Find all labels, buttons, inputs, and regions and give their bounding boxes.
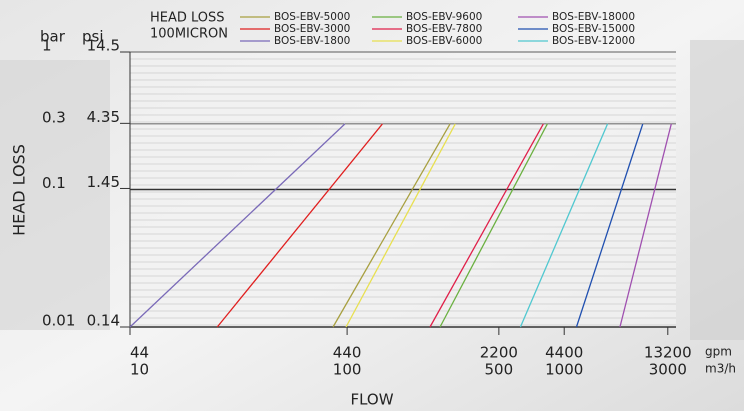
series-line [332,123,451,328]
series-line [345,123,456,328]
legend-label: BOS-EBV-6000 [406,35,482,47]
y2-tick-label: 0.14 [87,312,120,330]
legend-label: BOS-EBV-7800 [406,23,482,35]
x2-tick-label: 3000 [649,361,687,379]
y-unit: bar [40,28,66,46]
x2-tick-label: 500 [485,361,514,379]
background-shape [690,40,744,340]
y2-unit: psi [82,28,104,46]
y-tick-label: 0.3 [42,108,66,126]
series-line [129,123,346,328]
legend-label: BOS-EBV-12000 [552,35,635,47]
x2-tick-label: 100 [333,361,362,379]
y2-tick-label: 14.5 [87,37,120,55]
y2-tick-label: 1.45 [87,173,120,191]
legend-label: BOS-EBV-3000 [274,23,350,35]
series-line [216,123,383,328]
x-axis-title: FLOW [350,391,393,409]
x-tick-label: 440 [333,344,362,362]
y-tick-label: 0.1 [42,174,66,192]
x-tick-label: 13200 [644,344,692,362]
y2-tick-label: 4.35 [87,108,120,126]
x2-unit: m3/h [705,362,736,376]
series-line [575,123,644,328]
x-tick-label: 2200 [480,344,518,362]
y-axis-title: HEAD LOSS [10,144,29,236]
legend-title: HEAD LOSS [150,11,225,26]
legend-title: 100MICRON [150,27,228,42]
legend-label: BOS-EBV-1800 [274,35,350,47]
legend-label: BOS-EBV-9600 [406,11,482,23]
legend-label: BOS-EBV-15000 [552,23,635,35]
series-line [519,123,609,328]
series-line [429,123,544,328]
series-line [619,123,672,328]
legend-label: BOS-EBV-5000 [274,11,350,23]
x-tick-label: 44 [130,344,149,362]
x-tick-label: 4400 [545,344,583,362]
y-tick-label: 1 [42,37,52,55]
y-tick-label: 0.01 [42,312,75,330]
legend-label: BOS-EBV-18000 [552,11,635,23]
x2-tick-label: 10 [130,361,149,379]
background-shape [0,60,110,330]
series-line [439,123,548,328]
x-unit: gpm [705,345,732,359]
x2-tick-label: 1000 [545,361,583,379]
